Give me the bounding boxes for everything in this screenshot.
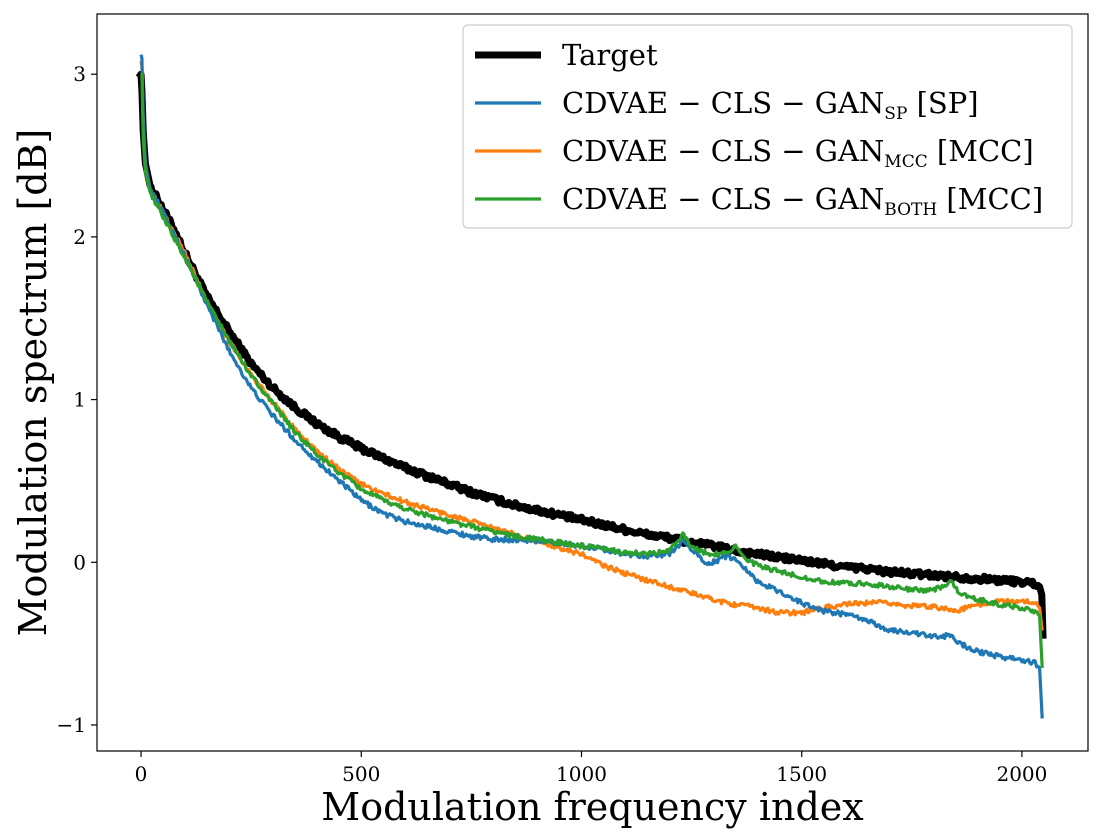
legend-entry: CDVAE − CLS − GANBOTH [MCC] (562, 182, 1043, 220)
legend-entry: CDVAE − CLS − GANMCC [MCC] (562, 134, 1034, 172)
series-layer (135, 54, 1047, 719)
x-tick-label: 500 (342, 762, 380, 786)
x-tick-label: 1500 (776, 762, 827, 786)
y-tick-label: 3 (73, 62, 86, 86)
y-axis-title: Modulation spectrum [dB] (11, 129, 55, 637)
legend-box (462, 24, 1073, 229)
series-line-3 (140, 72, 1044, 669)
x-axis-title: Modulation frequency index (321, 785, 863, 829)
y-tick-label: 1 (73, 388, 86, 412)
series-line-1 (139, 54, 1044, 719)
plot-frame (96, 13, 1089, 752)
x-tick-label: 0 (135, 762, 148, 786)
y-tick-label: 2 (73, 225, 86, 249)
y-tick-label: 0 (73, 550, 86, 574)
y-tick-label: −1 (57, 713, 86, 737)
series-line-0 (135, 70, 1047, 639)
legend-entry: Target (562, 38, 658, 72)
x-tick-label: 2000 (996, 762, 1047, 786)
x-tick-label: 1000 (556, 762, 607, 786)
legend: Target CDVAE − CLS − GANSP [SP] CDVAE − CL… (462, 24, 1073, 229)
ticks-layer: 0 500 1000 1500 2000 −1 0 1 2 3 (57, 62, 1048, 786)
legend-entry: CDVAE − CLS − GANSP [SP] (562, 86, 979, 124)
